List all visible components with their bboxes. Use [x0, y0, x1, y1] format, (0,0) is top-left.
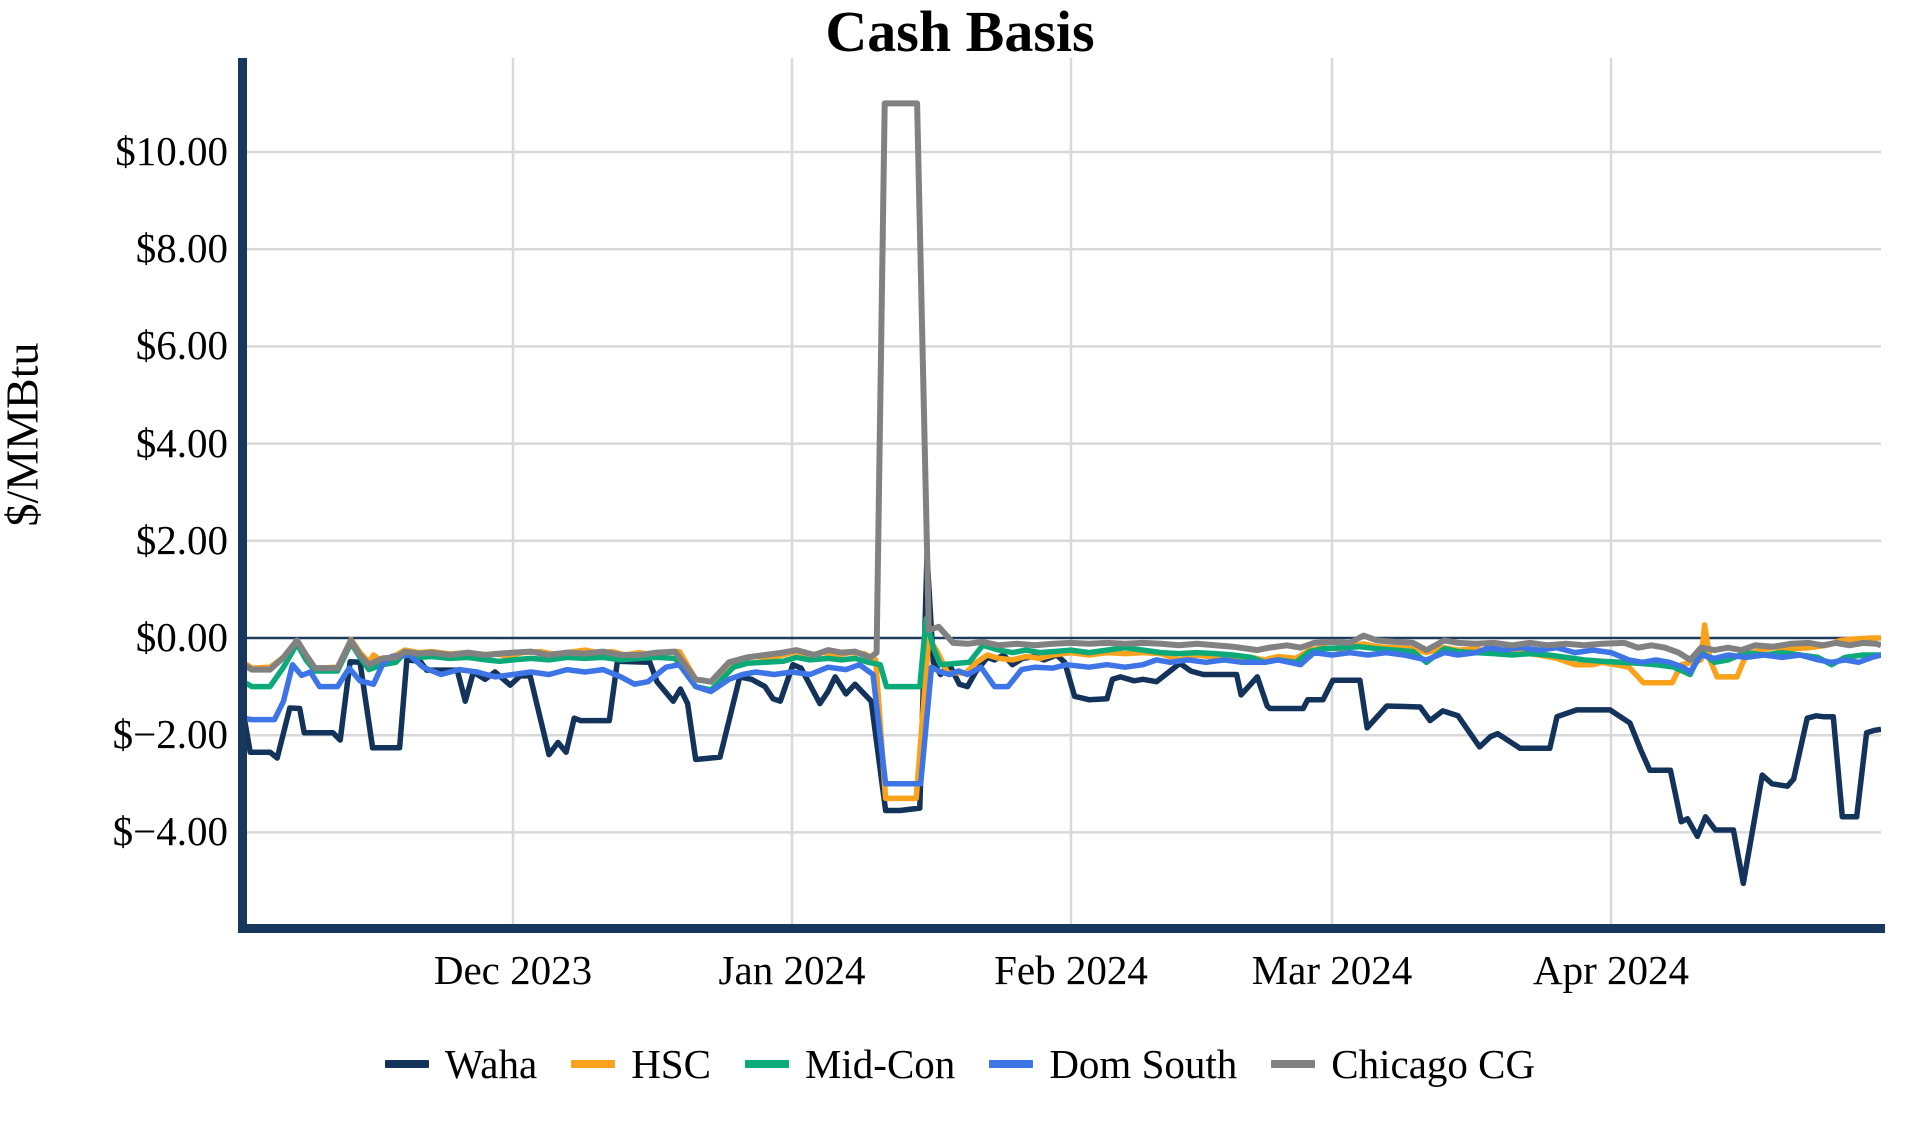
y-tick-label: $2.00 [135, 517, 228, 563]
series-line-dom-south [243, 644, 1881, 787]
chicago-line-swatch-icon [1271, 1060, 1316, 1068]
domsouth-line-swatch-icon [989, 1060, 1034, 1068]
y-tick-label: $8.00 [135, 225, 228, 271]
waha-line-swatch-icon [384, 1060, 429, 1068]
legend-item: Chicago CG [1271, 1040, 1535, 1088]
series-line-chicago-cg [243, 100, 1881, 685]
legend-label: Dom South [1049, 1041, 1238, 1087]
legend-item: Dom South [989, 1040, 1237, 1088]
legend-item: HSC [571, 1040, 711, 1088]
midcon-line-swatch-icon [744, 1060, 789, 1068]
x-tick-label: Apr 2024 [1532, 947, 1689, 993]
legend-label: HSC [631, 1041, 711, 1087]
y-tick-label: $0.00 [135, 614, 228, 660]
legend-label: Chicago CG [1331, 1041, 1536, 1087]
x-tick-label: Jan 2024 [718, 947, 866, 993]
y-tick-label: $4.00 [135, 420, 228, 466]
x-tick-label: Mar 2024 [1251, 947, 1413, 993]
series-line-waha [243, 552, 1881, 887]
y-tick-label: $6.00 [135, 322, 228, 368]
y-tick-label: $−4.00 [112, 808, 228, 854]
x-axis-line [238, 924, 1885, 933]
y-tick-label: $−2.00 [112, 711, 228, 757]
y-axis-line [238, 58, 247, 932]
x-tick-label: Feb 2024 [994, 947, 1148, 993]
y-tick-label: $10.00 [115, 128, 228, 174]
x-tick-label: Dec 2023 [433, 947, 593, 993]
legend-label: Mid-Con [804, 1041, 956, 1087]
legend: Waha HSC Mid-Con Dom South Chicago CG [0, 1040, 1920, 1088]
legend-label: Waha [444, 1041, 538, 1087]
legend-item: Mid-Con [744, 1040, 956, 1088]
legend-item: Waha [384, 1040, 538, 1088]
hsc-line-swatch-icon [571, 1060, 616, 1068]
series-line-mid-con [243, 615, 1881, 693]
chart-title: Cash Basis [825, 0, 1095, 64]
